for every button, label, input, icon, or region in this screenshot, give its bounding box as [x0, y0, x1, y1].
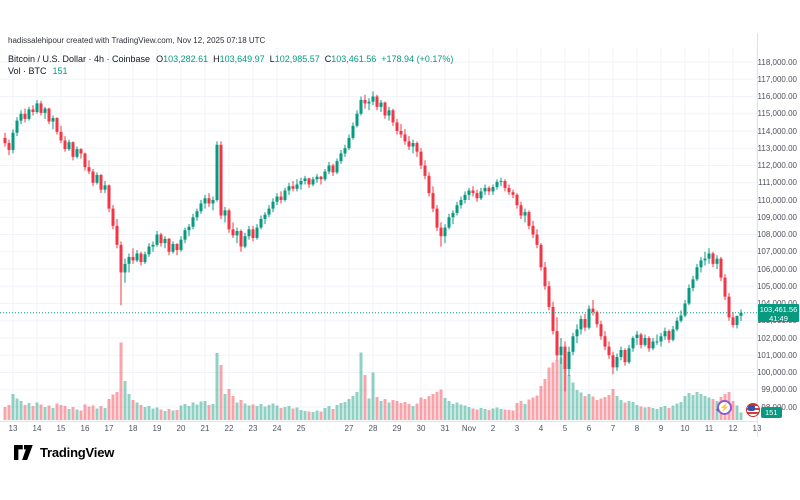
time-axis-label: 30 — [416, 424, 426, 433]
time-axis-label: 13 — [8, 424, 18, 433]
price-axis-label: 116,000.00 — [757, 92, 797, 101]
price-axis-label: 118,000.00 — [757, 57, 797, 67]
price-axis-label: 101,000.00 — [756, 350, 797, 360]
price-axis-label: 107,000.00 — [756, 247, 797, 257]
price-axis-label: 100,000.00 — [756, 368, 797, 377]
ohlc-open: O103,282.61 — [156, 54, 208, 64]
price-axis-label: 114,000.00 — [757, 126, 797, 136]
flag-blue-field — [748, 405, 755, 411]
symbol-title[interactable]: Bitcoin / U.S. Dollar · 4h · Coinbase — [8, 54, 151, 64]
chart-legend: Bitcoin / U.S. Dollar · 4h · Coinbase O10… — [8, 53, 453, 77]
time-axis-label: 11 — [704, 424, 714, 433]
tradingview-logo-icon[interactable] — [14, 445, 34, 460]
change-value: +178.94 (+0.17%) — [381, 54, 454, 64]
candle-countdown: 41:49 — [769, 313, 788, 323]
time-axis-label: 17 — [104, 424, 114, 433]
time-axis-label: 14 — [32, 424, 42, 433]
flag-reaction-icon[interactable] — [746, 403, 760, 417]
close-value: 103,461.56 — [331, 54, 377, 64]
current-price-tag[interactable]: 103,461.56 41:49 — [758, 303, 799, 323]
price-axis-label: 110,000.00 — [757, 195, 797, 205]
tradingview-logo-text[interactable]: TradingView — [40, 445, 115, 460]
open-value: 103,282.61 — [163, 54, 209, 64]
time-axis-label: 15 — [56, 424, 66, 433]
high-label: H — [213, 54, 220, 64]
price-axis-label: 109,000.00 — [756, 212, 797, 222]
time-axis-label: Nov — [461, 424, 477, 433]
sparkle-icon: ✦ — [715, 408, 721, 414]
close-label: C — [324, 54, 332, 64]
low-label: L — [269, 54, 275, 64]
time-axis-label: 8 — [634, 424, 640, 433]
time-axis-label: 6 — [586, 424, 592, 433]
time-axis-label: 22 — [224, 424, 234, 433]
time-axis-label: 9 — [658, 424, 664, 433]
ohlc-close: C103,461.56 — [325, 54, 377, 64]
price-axis-label: 102,000.00 — [756, 333, 797, 343]
price-axis-label: 111,000.00 — [758, 178, 797, 188]
boost-reaction-icon[interactable]: ⚡ ✦ — [715, 400, 732, 415]
candlestick-chart[interactable] — [0, 0, 757, 437]
price-axis-label: 106,000.00 — [756, 264, 797, 274]
time-axis-label: 10 — [680, 424, 690, 433]
time-axis-label: 19 — [152, 424, 162, 433]
time-axis[interactable]: 13 14 15 16 17 18 19 20 21 22 23 24 25 27 28 29 30 31 Nov 2… — [0, 421, 761, 437]
time-axis-label: 4 — [538, 424, 544, 433]
price-axis-label: 113,000.00 — [757, 143, 797, 153]
time-axis-label: 21 — [200, 424, 210, 433]
price-axis-label: 112,000.00 — [757, 161, 797, 170]
low-value: 102,985.57 — [274, 54, 320, 64]
high-value: 103,649.97 — [219, 54, 265, 64]
time-axis-label: 5 — [562, 424, 568, 433]
volume-label[interactable]: Vol · BTC — [8, 66, 47, 76]
ohlc-high: H103,649.97 — [213, 54, 265, 64]
time-axis-label: 20 — [176, 424, 186, 433]
open-label: O — [156, 54, 164, 64]
price-axis-label: 108,000.00 — [756, 230, 797, 239]
legend-row-symbol: Bitcoin / U.S. Dollar · 4h · Coinbase O10… — [8, 53, 453, 65]
lightning-icon: ⚡ — [719, 402, 730, 412]
price-axis-label: 104,000.00 — [757, 299, 797, 308]
time-axis-label: 16 — [80, 424, 90, 433]
price-axis-label: 99,000.00 — [761, 385, 797, 395]
current-price-value: 103,461.56 — [759, 304, 798, 314]
price-axis[interactable]: 98,000.0099,000.00100,000.00101,000.0010… — [757, 0, 800, 437]
time-axis-label: 29 — [392, 424, 402, 433]
time-axis-label: 25 — [296, 424, 306, 433]
time-axis-label: 7 — [610, 424, 616, 433]
time-axis-label: 28 — [368, 424, 378, 433]
price-axis-label: 117,000.00 — [757, 74, 797, 84]
ohlc-low: L102,985.57 — [270, 54, 320, 64]
time-axis-label: 31 — [440, 424, 450, 433]
price-axis-label: 105,000.00 — [756, 281, 797, 291]
time-axis-label: 24 — [272, 424, 282, 433]
time-axis-label: 3 — [514, 424, 520, 433]
time-axis-label: 18 — [128, 424, 138, 433]
volume-axis-badge: 151 — [761, 407, 782, 418]
time-axis-label: 2 — [490, 424, 496, 433]
time-axis-label: 23 — [248, 424, 258, 433]
price-axis-border — [757, 33, 758, 437]
attribution-text: hadissalehipour created with TradingView… — [8, 36, 266, 45]
legend-row-volume: Vol · BTC 151 — [8, 65, 453, 77]
time-axis-label: 12 — [728, 424, 738, 433]
time-axis-border — [0, 421, 757, 422]
price-axis-label: 115,000.00 — [757, 109, 797, 119]
volume-value: 151 — [52, 66, 68, 76]
footer: TradingView — [14, 445, 114, 460]
time-axis-label: 27 — [344, 424, 354, 433]
